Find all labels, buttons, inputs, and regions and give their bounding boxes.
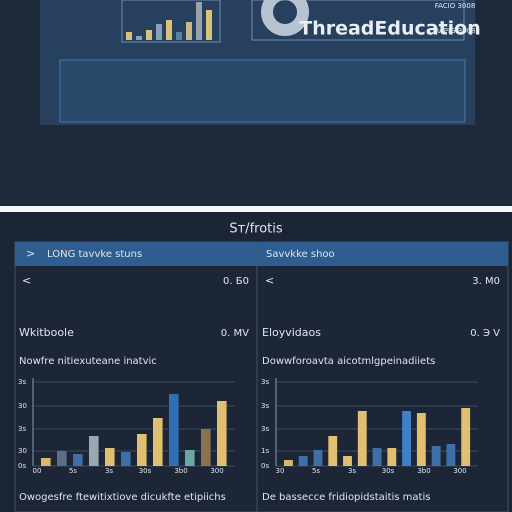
x-tick-label: 5s xyxy=(312,467,320,475)
x-tick-label: 00 xyxy=(33,467,42,475)
panel xyxy=(256,241,509,512)
bar xyxy=(121,452,131,466)
bar xyxy=(402,411,412,466)
panel-header xyxy=(15,242,257,266)
panel-left: > < xyxy=(14,241,258,512)
x-tick-label: 3s xyxy=(105,467,113,475)
x-tick-label: 30s xyxy=(382,467,395,475)
bar xyxy=(57,451,67,466)
x-tick-label: 5s xyxy=(69,467,77,475)
x-tick-label: 300 xyxy=(453,467,466,475)
bar xyxy=(387,448,397,466)
panel-right: < xyxy=(256,241,509,512)
divider xyxy=(0,206,512,212)
bar xyxy=(196,2,202,40)
bar xyxy=(416,413,426,466)
bar xyxy=(41,458,51,466)
bar xyxy=(185,450,195,466)
bar xyxy=(446,444,456,466)
bar xyxy=(298,456,308,466)
row-value: 0. MV xyxy=(221,328,249,339)
row-value: 0. Б0 xyxy=(223,276,249,287)
row-label: Wkitboole xyxy=(19,326,74,339)
bar xyxy=(146,30,152,40)
x-tick-label: 3b0 xyxy=(417,467,430,475)
donut xyxy=(261,0,309,36)
top-label: FACIO 3008 xyxy=(435,2,476,10)
row-label: Eloyvidaos xyxy=(262,326,321,339)
bar xyxy=(126,32,132,40)
bar xyxy=(137,434,147,466)
bar xyxy=(105,448,115,466)
bar xyxy=(328,436,338,466)
x-tick-label: 30 xyxy=(276,467,285,475)
back[interactable]: < xyxy=(265,274,274,287)
subtitle: Dowwforoavta aicotmlgpeinadiiets xyxy=(262,356,435,367)
panel xyxy=(14,241,258,512)
bar xyxy=(431,446,441,466)
subtitle: Nowfre nitiexuteane inatvic xyxy=(19,356,157,367)
watermark: ThreadEducation xyxy=(299,18,481,40)
row-value: 0. Э V xyxy=(470,328,500,339)
bar xyxy=(343,456,352,466)
bar xyxy=(461,408,471,466)
y-tick-label: 0s xyxy=(261,462,269,470)
y-tick-label: 1s xyxy=(261,447,269,455)
chevron[interactable]: > xyxy=(26,247,35,260)
x-tick-label: 30s xyxy=(139,467,152,475)
y-tick-label: 3s xyxy=(261,402,269,410)
bar xyxy=(186,22,192,40)
footer: Owogesfre ftewitixtiove dicukfte etipiic… xyxy=(19,492,226,503)
bar xyxy=(136,36,142,40)
bar xyxy=(372,448,382,466)
y-tick-label: 3s xyxy=(261,378,269,386)
top-frame-2 xyxy=(251,0,465,41)
top-grid xyxy=(59,59,466,123)
row-value: 3. M0 xyxy=(472,276,500,287)
x-tick-label: 3b0 xyxy=(174,467,187,475)
bar xyxy=(201,429,211,466)
bar xyxy=(313,450,323,466)
bar xyxy=(217,401,227,466)
panel-header-text: Savvkke shoo xyxy=(266,249,335,260)
y-tick-label: 30 xyxy=(18,402,27,410)
x-tick-label: 300 xyxy=(210,467,223,475)
bar xyxy=(89,436,99,466)
panel-header-text: LONG tavvke stuns xyxy=(47,249,142,260)
bar xyxy=(284,460,293,466)
bar xyxy=(357,411,367,466)
bar xyxy=(166,20,172,40)
y-tick-label: 3s xyxy=(261,425,269,433)
footer: De bassecce fridiopidstaitis matis xyxy=(262,492,430,503)
bar xyxy=(156,24,162,40)
bar xyxy=(73,454,83,466)
y-tick-label: 30 xyxy=(18,447,27,455)
panel-header xyxy=(257,242,508,266)
back[interactable]: < xyxy=(22,274,31,287)
x-tick-label: 3s xyxy=(348,467,356,475)
bar xyxy=(176,32,182,40)
bar xyxy=(169,394,179,466)
y-tick-label: 3s xyxy=(18,425,26,433)
bar xyxy=(153,418,163,466)
top-label: RAPIG 3008 xyxy=(434,27,475,35)
section-title: Sт/frotis xyxy=(229,222,283,237)
bar xyxy=(206,10,212,40)
y-tick-label: 3s xyxy=(18,378,26,386)
y-tick-label: 0s xyxy=(18,462,26,470)
top-chart-frame xyxy=(121,0,221,43)
